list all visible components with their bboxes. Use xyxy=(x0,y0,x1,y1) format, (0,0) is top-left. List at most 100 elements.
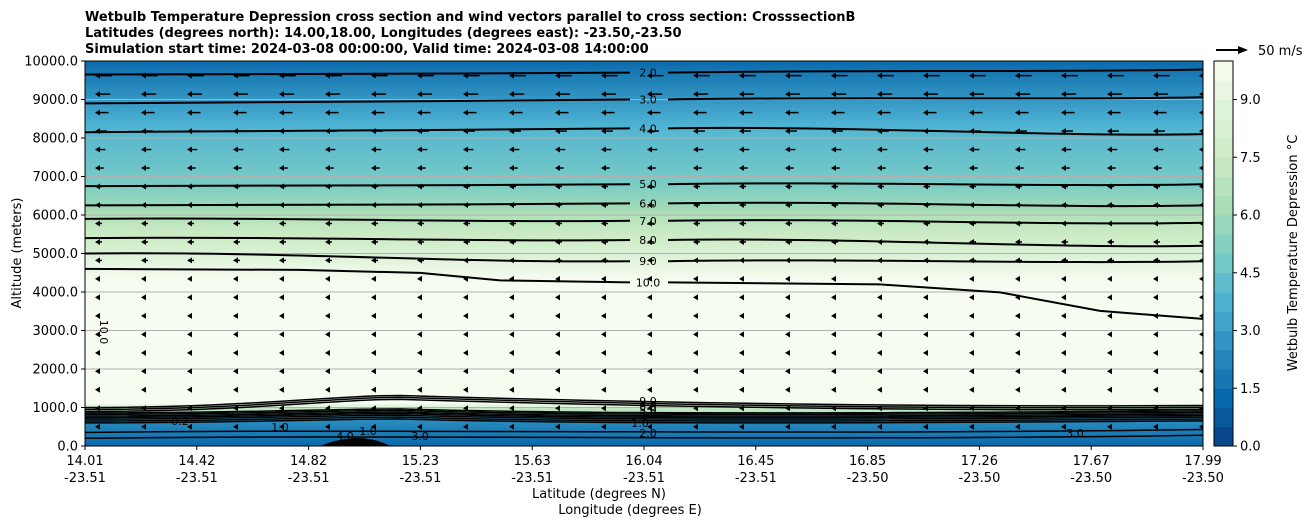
wind-vector-head xyxy=(1153,109,1158,116)
wind-vector-head xyxy=(601,220,606,227)
wind-vector-head xyxy=(509,386,514,393)
wind-vector-head xyxy=(785,201,790,208)
wind-vector-head xyxy=(1107,386,1112,393)
contour-band xyxy=(85,380,1203,385)
wind-vector-head xyxy=(1015,331,1020,338)
wind-vector-head xyxy=(1153,183,1158,190)
low-contour-line xyxy=(85,434,1203,440)
wind-vector-head xyxy=(923,368,928,375)
wind-vector-head xyxy=(831,386,836,393)
wind-vector-head xyxy=(877,386,882,393)
contour-band xyxy=(85,292,1203,297)
wind-vector-head xyxy=(141,128,146,135)
wind-vector-head xyxy=(1199,424,1203,430)
wind-vector-head xyxy=(417,72,422,79)
wind-vector-head xyxy=(1107,201,1112,208)
wind-vector-head xyxy=(739,238,744,245)
wind-vector-head xyxy=(141,257,146,264)
contour-line xyxy=(85,236,1203,248)
wind-vector-head xyxy=(95,423,100,430)
contour-band xyxy=(85,318,1203,324)
wind-vector-head xyxy=(969,405,974,412)
wind-vector-head xyxy=(555,275,560,282)
wind-vector-head xyxy=(969,294,974,301)
wind-vector-head xyxy=(141,109,146,116)
x-tick-label-lat: 17.26 xyxy=(961,454,998,469)
contour-band xyxy=(85,107,1203,112)
contour-line xyxy=(85,267,1203,320)
wind-vector-head xyxy=(187,257,192,264)
contour-band xyxy=(85,95,1203,101)
wind-vector-head xyxy=(325,257,330,264)
wind-vector-head xyxy=(1061,312,1066,319)
wind-vector-head xyxy=(1061,220,1066,227)
wind-vector-head xyxy=(1199,91,1203,97)
quiver-key-label: 50 m/s xyxy=(1258,44,1303,59)
y-tick-label: 10000.0 xyxy=(24,55,78,70)
contour-label: 1.0 xyxy=(631,417,649,430)
wind-vector-head xyxy=(969,312,974,319)
wind-vector-head xyxy=(555,423,560,430)
grid-lines xyxy=(85,99,1203,408)
wind-vector-head xyxy=(187,109,192,116)
x-axis-ticks: 14.01 -23.51 14.42 -23.51 14.82 -23.51 15.23 -2… xyxy=(64,446,1224,486)
contour-line xyxy=(85,96,1203,105)
wind-vector-head xyxy=(1061,331,1066,338)
wind-vector-head xyxy=(509,294,514,301)
contour-band xyxy=(85,349,1203,355)
wind-vector-head xyxy=(1107,238,1112,245)
wind-vector-head xyxy=(647,183,652,190)
contour-band xyxy=(85,68,1203,74)
contour-band xyxy=(85,72,1203,77)
contour-band xyxy=(85,130,1203,135)
contour-band xyxy=(85,338,1203,343)
wind-vector-head xyxy=(187,294,192,301)
wind-vector-head xyxy=(647,368,652,375)
colorbar-swatch xyxy=(1214,234,1233,254)
wind-vector-head xyxy=(923,109,928,116)
wind-vector-head xyxy=(325,294,330,301)
wind-vector-head xyxy=(647,275,652,282)
wind-vector-head xyxy=(141,146,146,153)
quiver-key-arrowhead xyxy=(1238,46,1248,54)
wind-vector-head xyxy=(785,312,790,319)
contour-label: 3.0 xyxy=(639,94,657,107)
wind-vector-head xyxy=(1153,165,1158,172)
wind-vector-head xyxy=(601,257,606,264)
wind-vector-head xyxy=(1153,386,1158,393)
wind-vector-head xyxy=(693,294,698,301)
x-tick-label-lat: 17.99 xyxy=(1184,454,1221,469)
wind-vector-head xyxy=(371,386,376,393)
wind-vector-head xyxy=(739,109,744,116)
wind-vector-head xyxy=(785,257,790,264)
wind-vector-head xyxy=(923,128,928,135)
wind-vector-head xyxy=(279,220,284,227)
wind-vector-head xyxy=(647,294,652,301)
wind-vector-head xyxy=(877,128,882,135)
wind-vector-head xyxy=(279,128,284,135)
wind-vector-head xyxy=(463,91,468,98)
wind-vector-head xyxy=(555,201,560,208)
wind-vector-head xyxy=(785,91,790,98)
wind-vector-head xyxy=(1199,239,1203,245)
colorbar-swatch xyxy=(1214,118,1233,139)
wind-vector-head xyxy=(1107,165,1112,172)
wind-vector-head xyxy=(877,423,882,430)
wind-vector-head xyxy=(739,91,744,98)
colorbar-label: Wetbulb Temperature Depression °C xyxy=(1286,135,1301,372)
x-tick-label-lat: 16.04 xyxy=(625,454,662,469)
wind-vector-head xyxy=(739,312,744,319)
wind-vector-head xyxy=(187,312,192,319)
wind-vector-head xyxy=(417,183,422,190)
low-contour-line xyxy=(85,412,1203,419)
wind-vector-head xyxy=(325,331,330,338)
wind-vector-head xyxy=(831,368,836,375)
wind-vector-head xyxy=(279,386,284,393)
wind-vector-head xyxy=(739,275,744,282)
wind-vector-head xyxy=(1153,312,1158,319)
wind-vector-head xyxy=(371,312,376,319)
wind-vector-head xyxy=(325,146,330,153)
wind-vector-head xyxy=(877,165,882,172)
wind-vector-head xyxy=(371,257,376,264)
wind-vector-head xyxy=(1015,312,1020,319)
